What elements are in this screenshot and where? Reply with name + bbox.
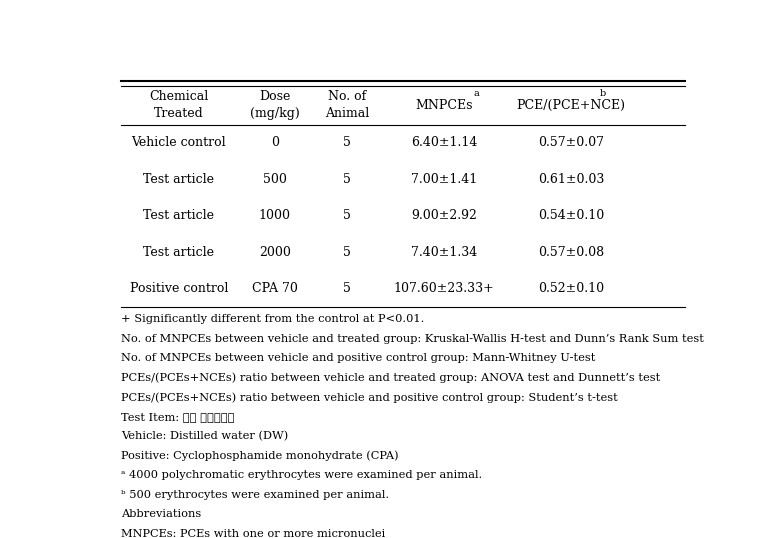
Text: MNPCEs: PCEs with one or more micronuclei: MNPCEs: PCEs with one or more micronucle…: [121, 528, 385, 538]
Text: Positive: Cyclophosphamide monohydrate (CPA): Positive: Cyclophosphamide monohydrate (…: [121, 451, 398, 461]
Text: 9.00±2.92: 9.00±2.92: [412, 209, 477, 222]
Text: Chemical
Treated: Chemical Treated: [149, 90, 208, 121]
Text: Test Item: 세신 열수추출물: Test Item: 세신 열수추출물: [121, 412, 234, 422]
Text: ᵃ 4000 polychromatic erythrocytes were examined per animal.: ᵃ 4000 polychromatic erythrocytes were e…: [121, 470, 482, 480]
Text: 7.40±1.34: 7.40±1.34: [411, 246, 477, 259]
Text: No. of
Animal: No. of Animal: [325, 90, 369, 121]
Text: 0.61±0.03: 0.61±0.03: [538, 173, 604, 186]
Text: Abbreviations: Abbreviations: [121, 509, 202, 519]
Text: 500: 500: [263, 173, 287, 186]
Text: 7.00±1.41: 7.00±1.41: [411, 173, 477, 186]
Text: No. of MNPCEs between vehicle and treated group: Kruskal-Wallis H-test and Dunn’: No. of MNPCEs between vehicle and treate…: [121, 334, 704, 344]
Text: 2000: 2000: [259, 246, 291, 259]
Text: 0.52±0.10: 0.52±0.10: [538, 282, 604, 295]
Text: 5: 5: [343, 136, 350, 150]
Text: 0.57±0.07: 0.57±0.07: [538, 136, 604, 150]
Text: Positive control: Positive control: [129, 282, 228, 295]
Text: b: b: [600, 89, 606, 98]
Text: + Significantly different from the control at P<0.01.: + Significantly different from the contr…: [121, 314, 424, 324]
Text: 107.60±23.33+: 107.60±23.33+: [394, 282, 494, 295]
Text: 0: 0: [270, 136, 279, 150]
Text: 5: 5: [343, 246, 350, 259]
Text: 5: 5: [343, 282, 350, 295]
Text: Vehicle: Distilled water (DW): Vehicle: Distilled water (DW): [121, 431, 288, 442]
Text: PCEs/(PCEs+NCEs) ratio between vehicle and treated group: ANOVA test and Dunnett: PCEs/(PCEs+NCEs) ratio between vehicle a…: [121, 373, 660, 384]
Text: 5: 5: [343, 173, 350, 186]
Text: 6.40±1.14: 6.40±1.14: [411, 136, 477, 150]
Text: No. of MNPCEs between vehicle and positive control group: Mann-Whitney U-test: No. of MNPCEs between vehicle and positi…: [121, 353, 595, 363]
Text: 0.57±0.08: 0.57±0.08: [538, 246, 604, 259]
Text: Vehicle control: Vehicle control: [132, 136, 226, 150]
Text: Dose
(mg/kg): Dose (mg/kg): [250, 90, 300, 121]
Text: Test article: Test article: [143, 246, 214, 259]
Text: PCE/(PCE+NCE): PCE/(PCE+NCE): [517, 99, 625, 112]
Text: ᵇ 500 erythrocytes were examined per animal.: ᵇ 500 erythrocytes were examined per ani…: [121, 490, 389, 500]
Text: 0.54±0.10: 0.54±0.10: [538, 209, 604, 222]
Text: 5: 5: [343, 209, 350, 222]
Text: Test article: Test article: [143, 209, 214, 222]
Text: CPA 70: CPA 70: [252, 282, 298, 295]
Text: 1000: 1000: [259, 209, 291, 222]
Text: MNPCEs: MNPCEs: [415, 99, 473, 112]
Text: a: a: [473, 89, 479, 98]
Text: Test article: Test article: [143, 173, 214, 186]
Text: PCEs/(PCEs+NCEs) ratio between vehicle and positive control group: Student’s t-t: PCEs/(PCEs+NCEs) ratio between vehicle a…: [121, 392, 618, 403]
